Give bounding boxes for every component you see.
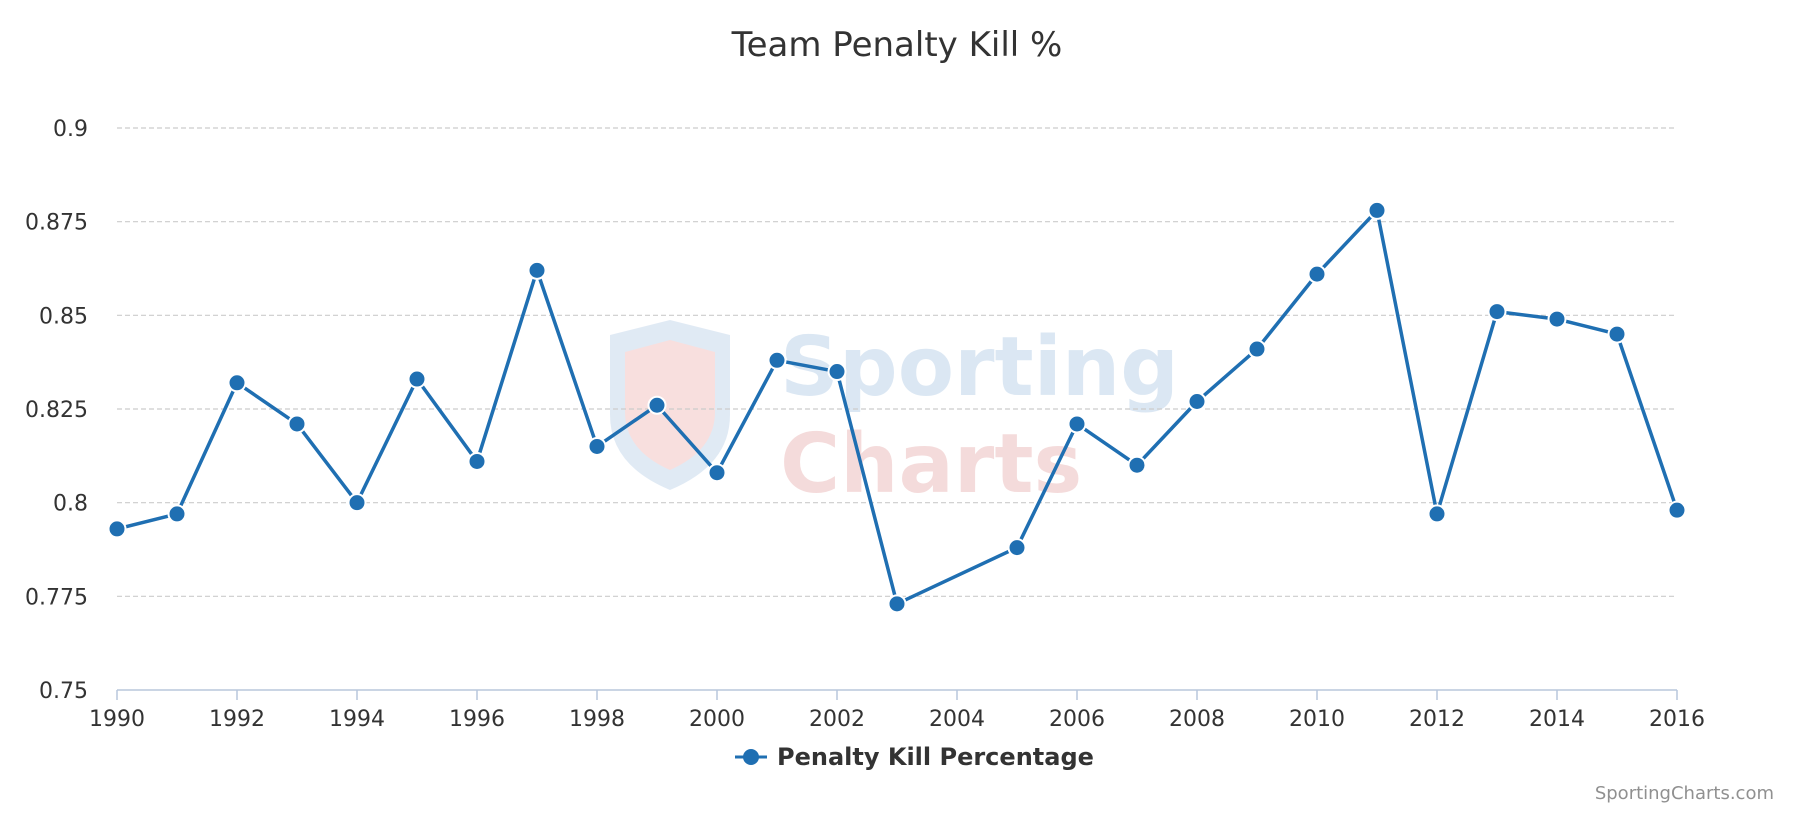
data-point[interactable] [887,594,907,614]
data-point[interactable] [1487,302,1507,322]
x-tick-label: 2006 [1049,707,1105,732]
y-tick-label: 0.9 [53,117,88,142]
x-tick-label: 1994 [329,707,385,732]
watermark-shield-icon [610,320,730,490]
watermark-line1: Sporting [780,320,1179,415]
data-point[interactable] [227,373,247,393]
data-point[interactable] [167,504,187,524]
data-point[interactable] [1067,414,1087,434]
y-tick-label: 0.8 [53,492,88,517]
data-point[interactable] [287,414,307,434]
legend[interactable]: Penalty Kill Percentage [735,743,1094,771]
watermark-shield-inner-icon [625,340,715,470]
data-point[interactable] [827,362,847,382]
data-point[interactable] [1427,504,1447,524]
grid-lines [117,127,1677,597]
x-tick-label: 2004 [929,707,985,732]
legend-marker-icon [743,749,759,765]
series-line [116,208,1679,606]
watermark-logo: Sporting Charts [610,320,1179,512]
x-tick-label: 1998 [569,707,625,732]
y-tick-label: 0.85 [39,304,88,329]
x-tick-label: 1996 [449,707,505,732]
y-tick-label: 0.875 [25,211,88,236]
x-tick-label: 1990 [89,707,145,732]
y-tick-label: 0.775 [25,585,88,610]
data-point[interactable] [1127,455,1147,475]
data-point[interactable] [407,369,427,389]
data-point[interactable] [107,519,127,539]
data-point[interactable] [1667,500,1687,520]
credits-link[interactable]: SportingCharts.com [1595,783,1774,804]
y-tick-label: 0.825 [25,398,88,423]
x-tick-label: 2012 [1409,707,1465,732]
chart-title: Team Penalty Kill % [731,25,1063,65]
x-tick-label: 2000 [689,707,745,732]
data-point[interactable] [1247,339,1267,359]
x-tick-label: 2002 [809,707,865,732]
data-point[interactable] [1367,200,1387,220]
data-point[interactable] [647,395,667,415]
series-layer [107,200,1687,614]
x-axis: 1990 1992 1994 1996 1998 2000 2002 2004 2006 2008… [89,689,1705,732]
x-tick-label: 2014 [1529,707,1585,732]
data-point[interactable] [1307,264,1327,284]
data-point[interactable] [707,463,727,483]
x-tick-label: 1992 [209,707,265,732]
data-point[interactable] [1187,392,1207,412]
data-point[interactable] [1547,309,1567,329]
y-tick-label: 0.75 [39,679,88,704]
watermark-line2: Charts [780,417,1082,512]
data-point[interactable] [767,350,787,370]
legend-label: Penalty Kill Percentage [777,743,1094,771]
y-axis: 0.75 0.775 0.8 0.825 0.85 0.875 0.9 [25,117,88,704]
data-point[interactable] [1607,324,1627,344]
data-point[interactable] [527,260,547,280]
data-point[interactable] [467,451,487,471]
x-tick-label: 2016 [1649,707,1705,732]
x-tick-label: 2008 [1169,707,1225,732]
data-point[interactable] [1007,538,1027,558]
data-point[interactable] [587,436,607,456]
x-tick-label: 2010 [1289,707,1345,732]
data-point[interactable] [347,493,367,513]
